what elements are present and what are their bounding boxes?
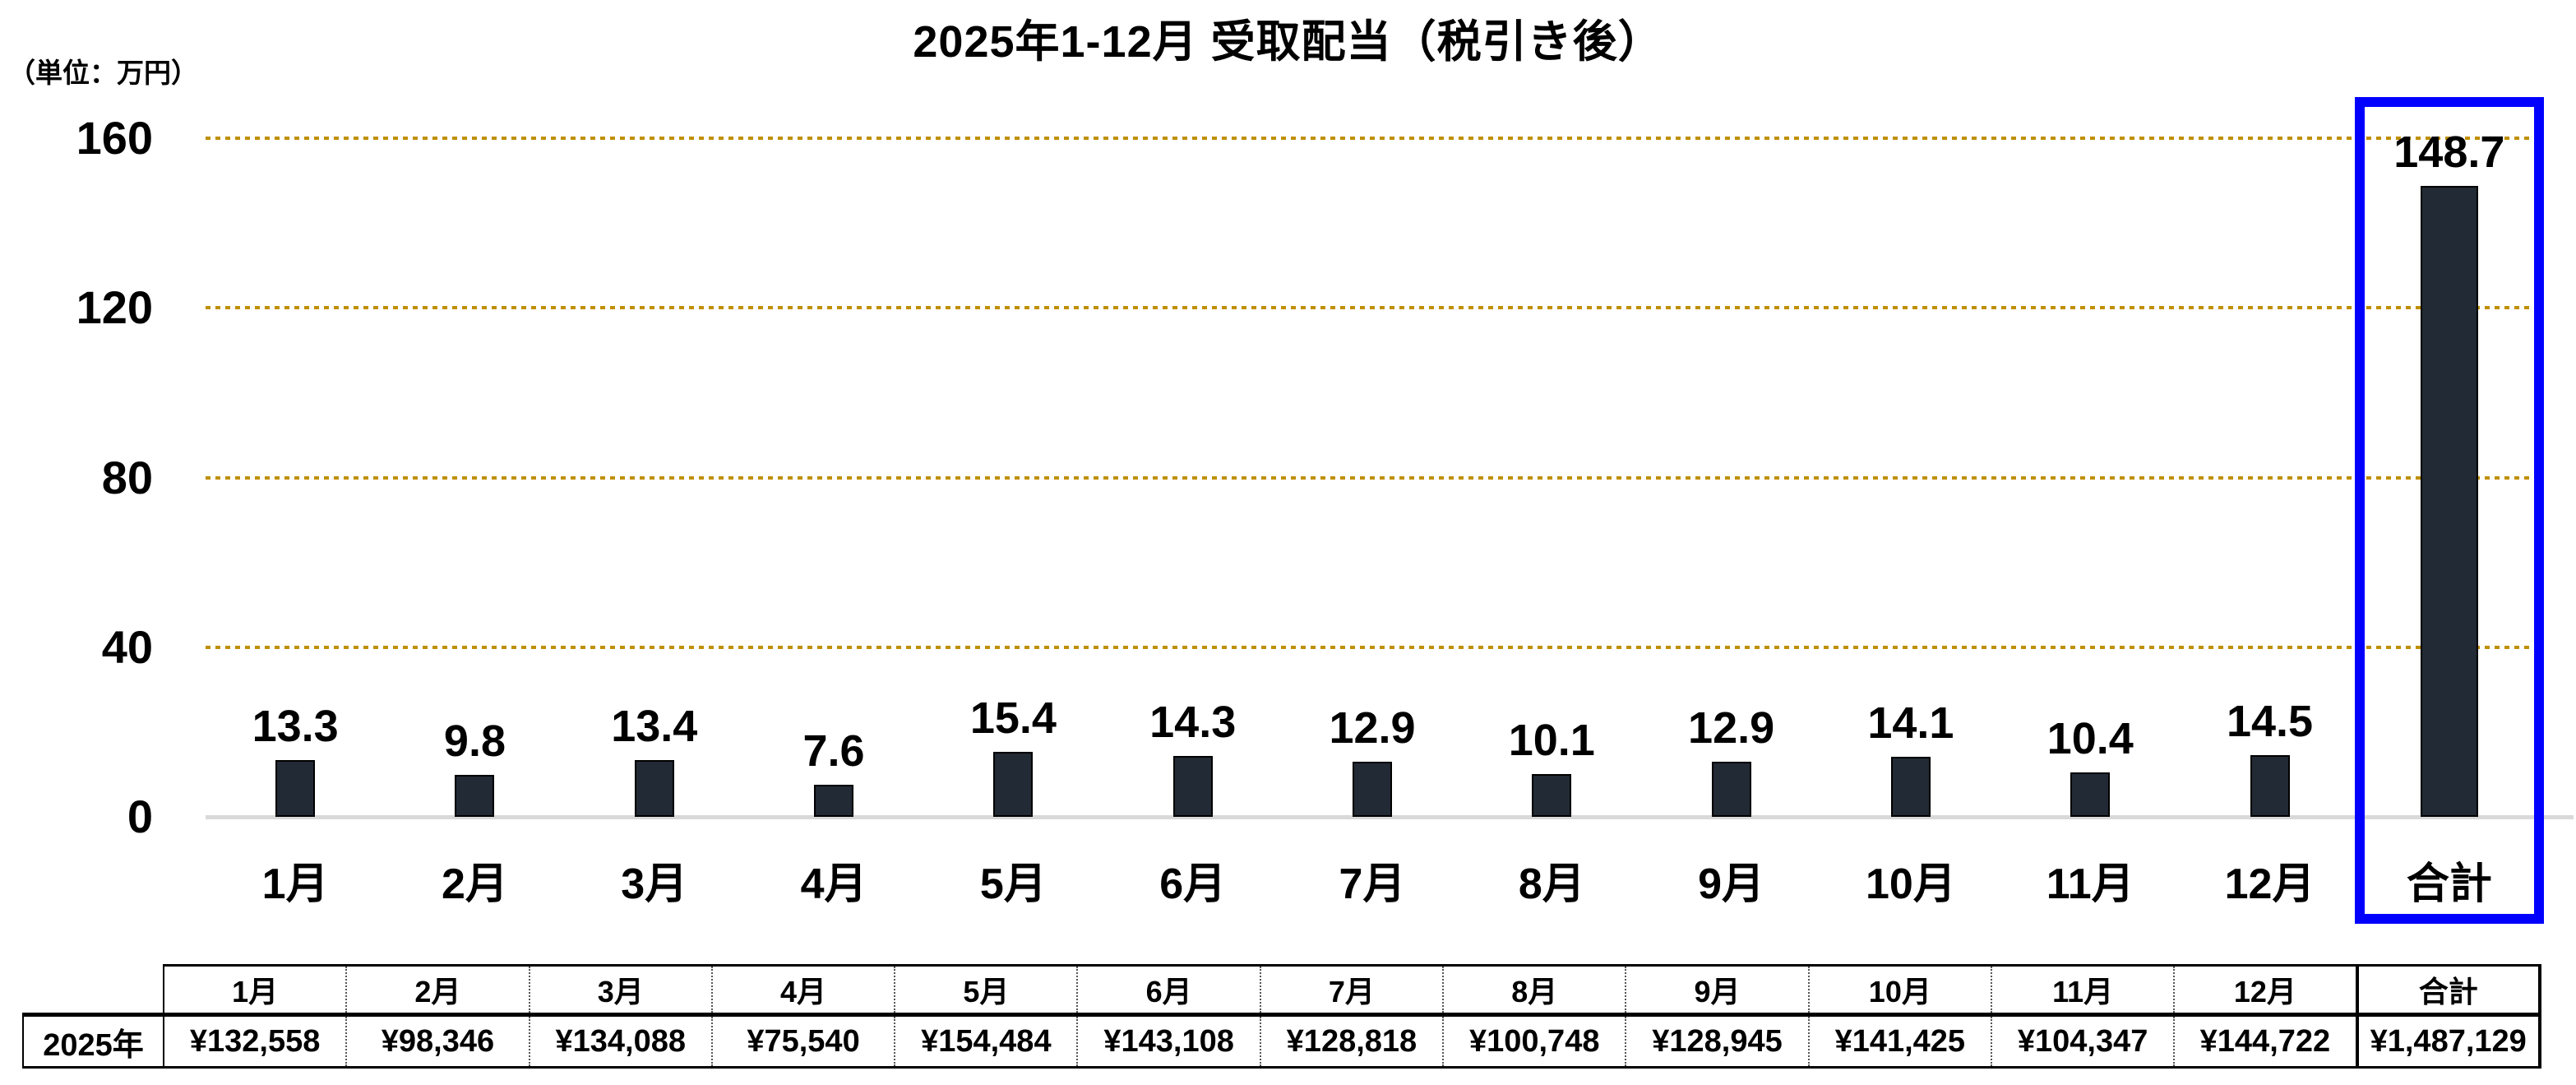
- table-value-1月: ¥132,558: [162, 1014, 347, 1069]
- table-value-6月: ¥143,108: [1076, 1014, 1260, 1069]
- bar-value-label-1月: 13.3: [252, 702, 339, 752]
- table-value-4月: ¥75,540: [710, 1014, 895, 1069]
- table-value-9月: ¥128,945: [1625, 1014, 1809, 1069]
- table-header-9月: 9月: [1625, 964, 1809, 1017]
- bar-6月: [1172, 756, 1213, 817]
- y-axis-tick-label: 120: [76, 281, 153, 334]
- bar-value-label-10月: 14.1: [1867, 698, 1954, 749]
- x-axis-label-9月: 9月: [1698, 860, 1765, 908]
- bar-value-label-3月: 13.4: [611, 701, 698, 751]
- table-value-7月: ¥128,818: [1259, 1014, 1444, 1069]
- table-header-8月: 8月: [1442, 964, 1626, 1017]
- x-axis-label-6月: 6月: [1159, 860, 1227, 908]
- table-value-3月: ¥134,088: [528, 1014, 712, 1069]
- table-value-2月: ¥98,346: [345, 1014, 530, 1069]
- table-header-4月: 4月: [710, 964, 895, 1017]
- bar-7月: [1353, 762, 1392, 817]
- x-axis-label-12月: 12月: [2224, 860, 2315, 908]
- table-row-label: 2025年: [22, 1013, 164, 1069]
- total-highlight-box: [2354, 97, 2544, 924]
- x-axis-label-5月: 5月: [979, 860, 1047, 908]
- table-header-11月: 11月: [1990, 964, 2175, 1017]
- y-axis-tick-label: 0: [127, 791, 153, 842]
- x-axis-label-2月: 2月: [441, 860, 508, 908]
- bar-value-label-5月: 15.4: [969, 693, 1057, 743]
- bar-2月: [455, 775, 495, 817]
- bar-value-label-11月: 10.4: [2046, 714, 2134, 764]
- x-axis-label-合計: 合計: [2406, 860, 2492, 908]
- bar-value-label-12月: 14.5: [2226, 697, 2314, 747]
- table-header-7月: 7月: [1259, 964, 1444, 1017]
- x-axis-label-7月: 7月: [1339, 860, 1406, 908]
- bar-合計: [2420, 186, 2478, 817]
- bar-4月: [814, 784, 854, 817]
- x-axis-label-11月: 11月: [2046, 860, 2134, 908]
- table-header-2月: 2月: [345, 964, 530, 1017]
- bar-value-label-合計: 148.7: [2393, 128, 2505, 178]
- table-value-11月: ¥104,347: [1990, 1014, 2175, 1069]
- gridline-120: [206, 306, 2541, 310]
- bar-10月: [1890, 757, 1931, 817]
- table-value-12月: ¥144,722: [2173, 1014, 2357, 1069]
- bar-11月: [2070, 772, 2111, 817]
- x-axis-label-10月: 10月: [1866, 860, 1956, 908]
- bar-12月: [2250, 755, 2290, 817]
- gridline-160: [206, 137, 2541, 140]
- table-value-5月: ¥154,484: [894, 1014, 1078, 1069]
- table-header-10月: 10月: [1807, 964, 1991, 1017]
- bar-8月: [1532, 773, 1572, 817]
- table-header-6月: 6月: [1076, 964, 1260, 1017]
- bar-value-label-8月: 10.1: [1508, 715, 1595, 765]
- bar-9月: [1711, 762, 1751, 817]
- table-header-5月: 5月: [894, 964, 1078, 1017]
- bar-value-label-9月: 12.9: [1688, 703, 1775, 753]
- x-axis-label-4月: 4月: [800, 860, 867, 908]
- table-corner-cell: [23, 965, 164, 1015]
- table-header-合計: 合計: [2355, 964, 2541, 1017]
- x-axis-label-8月: 8月: [1518, 860, 1585, 908]
- bar-value-label-4月: 7.6: [802, 726, 865, 776]
- table-header-3月: 3月: [528, 964, 712, 1017]
- gridline-40: [206, 645, 2541, 649]
- chart-title: 2025年1-12月 受取配当（税引き後）: [913, 17, 1663, 67]
- table-header-1月: 1月: [162, 964, 347, 1017]
- table-value-8月: ¥100,748: [1442, 1014, 1626, 1069]
- y-axis-tick-label: 80: [101, 451, 153, 503]
- bar-value-label-7月: 12.9: [1329, 703, 1416, 753]
- bar-value-label-2月: 9.8: [443, 716, 506, 767]
- x-axis-label-1月: 1月: [261, 860, 329, 908]
- data-table: 1月 2月 3月 4月 5月 6月 7月 8月 9月 10月 11月 12月 合計 2025年 ¥132,5…: [22, 964, 2541, 1069]
- table-value-合計: ¥1,487,129: [2355, 1014, 2541, 1069]
- y-axis-tick-label: 40: [101, 620, 153, 673]
- bar-1月: [275, 760, 316, 817]
- x-axis-label-3月: 3月: [621, 860, 688, 908]
- bar-3月: [634, 759, 674, 817]
- y-axis-tick-label: 160: [76, 112, 153, 164]
- table-value-10月: ¥141,425: [1807, 1014, 1991, 1069]
- x-axis-line: [206, 815, 2574, 819]
- gridline-80: [206, 475, 2541, 480]
- unit-label: （単位：万円）: [8, 58, 198, 88]
- table-header-12月: 12月: [2173, 964, 2357, 1017]
- bar-5月: [993, 751, 1034, 817]
- bar-value-label-6月: 14.3: [1149, 698, 1237, 748]
